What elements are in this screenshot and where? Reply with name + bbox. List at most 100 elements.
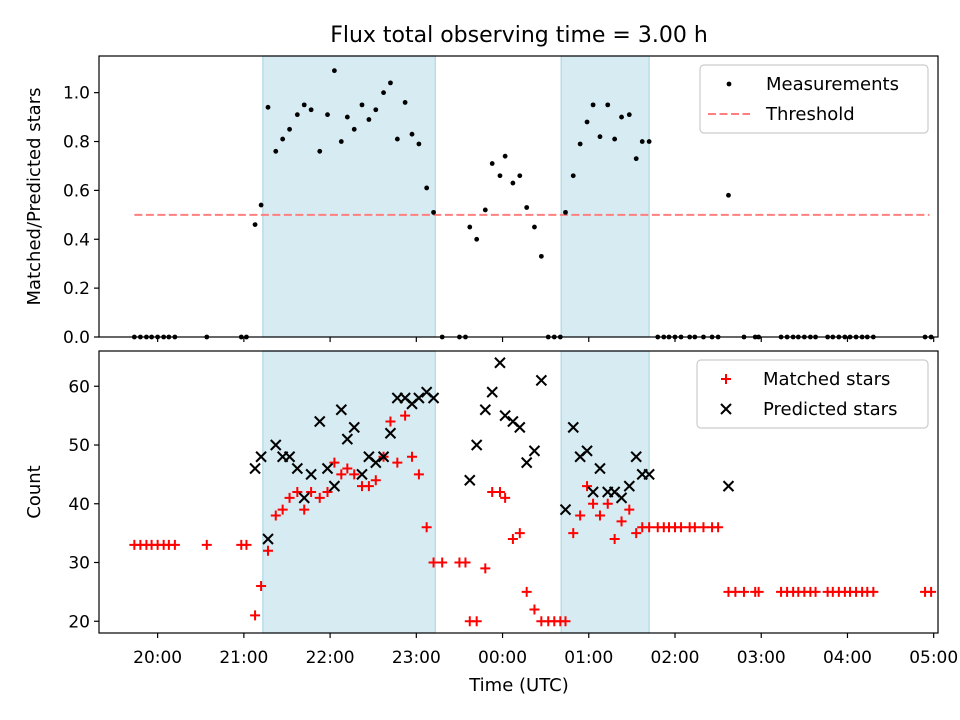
legend-marker — [721, 374, 731, 384]
x-tick-label: 21:00 — [219, 648, 268, 668]
measurement-point — [510, 180, 516, 186]
observing-interval — [262, 350, 436, 634]
measurement-point — [590, 102, 596, 108]
matched-star-point — [568, 528, 579, 539]
matched-star-point — [730, 586, 741, 597]
matched-star-point — [342, 463, 353, 474]
measurement-point — [726, 192, 731, 198]
matched-star-point — [494, 487, 505, 497]
matched-star-point — [480, 563, 491, 574]
measurement-point — [482, 207, 488, 213]
matched-star-point — [256, 581, 267, 591]
matched-star-point — [437, 557, 448, 568]
legend-marker — [720, 403, 732, 415]
predicted-star-point — [499, 409, 511, 422]
y-tick-label: 30 — [68, 554, 90, 574]
predicted-star-point — [283, 451, 296, 463]
x-tick-label: 01:00 — [564, 648, 613, 668]
matched-star-point — [413, 469, 424, 480]
predicted-star-point — [249, 462, 261, 475]
matched-star-point — [277, 504, 288, 515]
matched-star-point — [810, 586, 821, 597]
predicted-star-point — [470, 439, 483, 451]
measurement-point — [317, 148, 323, 154]
matched-star-point — [616, 516, 627, 527]
matched-star-point — [582, 481, 593, 492]
observing-interval — [262, 55, 436, 338]
legend-label: Threshold — [765, 104, 855, 125]
measurement-point — [325, 112, 330, 118]
predicted-star-point — [587, 486, 599, 498]
predicted-star-point — [328, 480, 341, 492]
x-tick-label: 03:00 — [737, 648, 786, 668]
matched-star-point — [292, 487, 303, 497]
matched-star-point — [428, 557, 439, 568]
measurement-point — [474, 236, 480, 242]
x-tick-label: 23:00 — [392, 648, 441, 668]
legend-label: Measurements — [766, 74, 899, 95]
predicted-star-point — [298, 492, 310, 504]
matched-star-point — [507, 534, 518, 544]
measurement-point — [424, 185, 430, 191]
predicted-star-point — [314, 415, 326, 428]
measurement-point — [373, 107, 379, 113]
measurement-point — [294, 112, 300, 118]
predicted-star-point — [722, 480, 735, 492]
predicted-star-point — [594, 462, 606, 475]
matched-star-point — [314, 492, 325, 503]
measurement-point — [338, 139, 344, 144]
matched-star-point — [400, 410, 411, 421]
measurement-point — [646, 139, 652, 144]
matched-star-point — [644, 522, 655, 533]
measurement-point — [287, 126, 292, 132]
matched-star-point — [363, 481, 374, 492]
predicted-star-point — [341, 433, 354, 445]
predicted-star-point — [479, 404, 492, 416]
measurement-point — [351, 126, 357, 132]
measurement-point — [570, 173, 576, 179]
y-tick-label: 40 — [68, 495, 90, 515]
matched-star-point — [299, 504, 310, 515]
measurement-point — [388, 80, 393, 86]
predicted-star-point — [356, 468, 368, 481]
predicted-star-point — [486, 386, 498, 398]
predicted-star-point — [291, 462, 304, 475]
predicted-star-point — [643, 468, 655, 481]
matched-star-point — [241, 539, 252, 550]
legend-box — [696, 359, 929, 429]
legend-marker — [726, 81, 732, 87]
matched-star-point — [738, 586, 749, 597]
observing-interval — [560, 350, 650, 634]
legend-box — [699, 64, 929, 134]
legend-label: Matched stars — [763, 369, 890, 390]
predicted-star-point — [623, 480, 636, 492]
predicted-star-point — [262, 533, 274, 545]
measurement-point — [597, 134, 603, 140]
matched-star-point — [926, 586, 937, 597]
measurement-point — [626, 112, 632, 118]
predicted-star-point — [464, 474, 476, 486]
legend-label: Predicted stars — [763, 399, 897, 420]
x-tick-label: 02:00 — [651, 648, 700, 668]
y-tick-label: 50 — [68, 436, 90, 456]
matched-star-point — [263, 545, 274, 556]
measurement-point — [467, 224, 473, 230]
y-axis-label: Count — [24, 465, 45, 518]
measurement-point — [502, 153, 508, 159]
measurement-point — [532, 224, 537, 230]
x-tick-label: 22:00 — [306, 648, 355, 668]
y-tick-label: 1.0 — [63, 84, 90, 104]
matched-star-point — [500, 492, 511, 503]
measurement-point — [639, 139, 645, 144]
predicted-star-point — [535, 374, 548, 387]
measurement-point — [563, 209, 568, 215]
measurement-point — [584, 119, 590, 125]
axes-frame — [98, 55, 939, 338]
matched-star-point — [250, 610, 261, 621]
predicted-star-point — [528, 445, 541, 457]
measurement-point — [366, 117, 372, 122]
measurement-point — [577, 141, 583, 147]
matched-star-point — [594, 510, 605, 521]
predicted-star-point — [384, 427, 397, 439]
